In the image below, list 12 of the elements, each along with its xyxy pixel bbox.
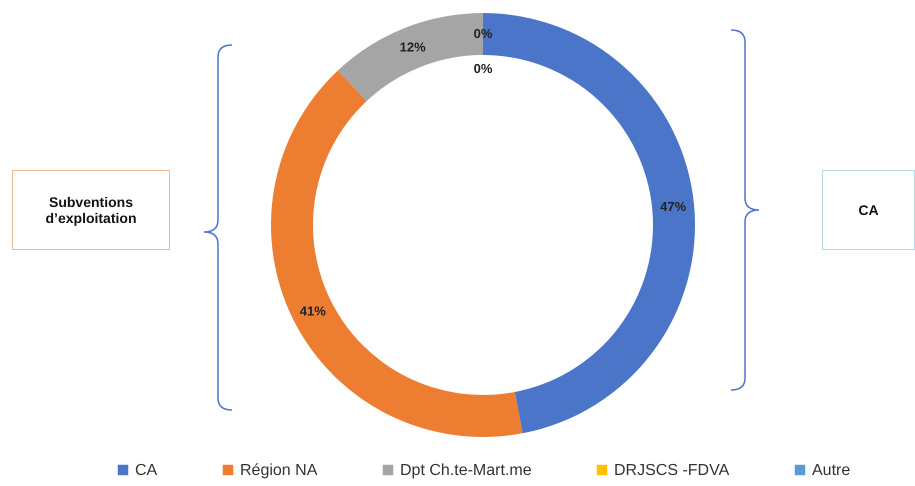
text: CA xyxy=(822,170,915,250)
data-label: 47% xyxy=(660,199,687,214)
text: 0% xyxy=(474,61,492,76)
legend-label: DRJSCS -FDVA xyxy=(614,462,730,479)
legend-label: CA xyxy=(135,462,158,479)
legend-label: Dpt Ch.te-Mart.me xyxy=(400,462,532,479)
data-label: 41% xyxy=(300,304,326,319)
legend-label: Autre xyxy=(812,462,850,479)
text: 0% xyxy=(474,26,492,41)
legend-label: Région NA xyxy=(240,462,318,479)
text: Subventions d’exploitation xyxy=(12,170,170,250)
data-label: 12% xyxy=(400,39,426,54)
